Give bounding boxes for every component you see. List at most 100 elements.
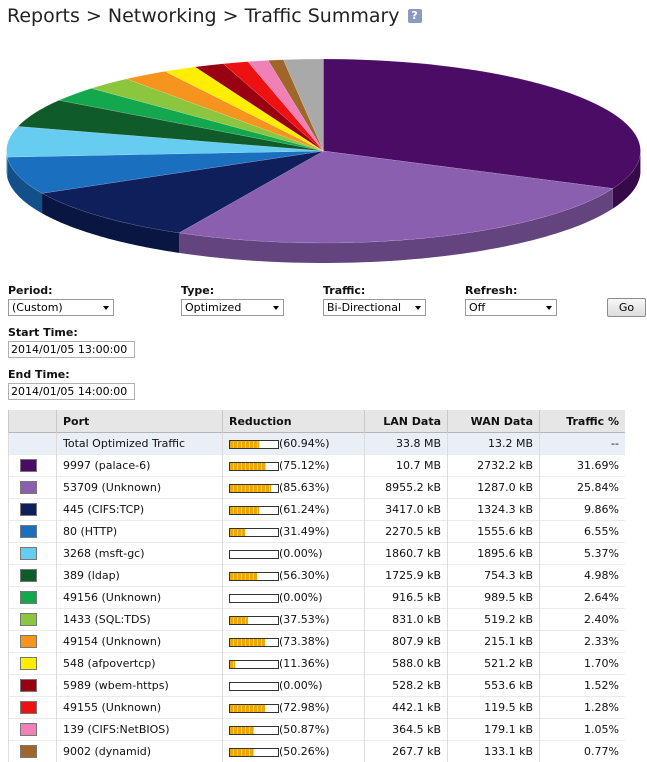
chevron-down-icon	[273, 306, 279, 310]
reduction-bar-fill	[230, 485, 271, 492]
type-label: Type:	[181, 284, 284, 297]
wan-cell: 553.6 kB	[448, 675, 540, 697]
wan-cell: 989.5 kB	[448, 587, 540, 609]
wan-header[interactable]: WAN Data	[448, 410, 540, 433]
wan-cell: 2732.2 kB	[448, 455, 540, 477]
reduction-cell: (56.30%)	[223, 565, 365, 587]
wan-cell: 1555.6 kB	[448, 521, 540, 543]
reduction-bar	[229, 528, 279, 537]
lan-header[interactable]: LAN Data	[365, 410, 448, 433]
type-select[interactable]: Optimized	[181, 299, 284, 316]
traffic-cell: 0.77%	[540, 741, 626, 762]
reduction-bar	[229, 440, 279, 449]
reduction-bar	[229, 726, 279, 735]
port-cell[interactable]: 1433 (SQL:TDS)	[57, 609, 223, 631]
color-swatch	[20, 679, 37, 692]
reduction-cell: (0.00%)	[223, 543, 365, 565]
port-cell[interactable]: 49156 (Unknown)	[57, 587, 223, 609]
port-cell[interactable]: 49154 (Unknown)	[57, 631, 223, 653]
port-cell[interactable]: 5989 (wbem-https)	[57, 675, 223, 697]
reduction-bar-fill	[230, 507, 259, 514]
color-swatch	[20, 613, 37, 626]
lan-cell: 364.5 kB	[365, 719, 448, 741]
port-cell[interactable]: 445 (CIFS:TCP)	[57, 499, 223, 521]
lan-cell: 1860.7 kB	[365, 543, 448, 565]
reduction-cell: (75.12%)	[223, 455, 365, 477]
wan-cell: 1324.3 kB	[448, 499, 540, 521]
lan-cell: 10.7 MB	[365, 455, 448, 477]
traffic-label: Traffic:	[323, 284, 426, 297]
reduction-bar	[229, 572, 279, 581]
lan-cell: 442.1 kB	[365, 697, 448, 719]
traffic-select[interactable]: Bi-Directional	[323, 299, 426, 316]
port-cell[interactable]: 9002 (dynamid)	[57, 741, 223, 762]
lan-cell: 528.2 kB	[365, 675, 448, 697]
color-swatch	[20, 481, 37, 494]
traffic-header[interactable]: Traffic %	[540, 410, 626, 433]
port-cell[interactable]: 3268 (msft-gc)	[57, 543, 223, 565]
chevron-down-icon	[415, 306, 421, 310]
traffic-cell: 2.33%	[540, 631, 626, 653]
total-row: Total Optimized Traffic (60.94%) 33.8 MB…	[9, 433, 626, 455]
go-button[interactable]: Go	[607, 298, 646, 317]
reduction-cell: (37.53%)	[223, 609, 365, 631]
reduction-cell: (61.24%)	[223, 499, 365, 521]
total-wan: 13.2 MB	[448, 433, 540, 455]
period-select[interactable]: (Custom)	[8, 299, 114, 316]
color-swatch	[20, 635, 37, 648]
traffic-cell: 2.64%	[540, 587, 626, 609]
lan-cell: 1725.9 kB	[365, 565, 448, 587]
traffic-cell: 25.84%	[540, 477, 626, 499]
reduction-bar	[229, 660, 279, 669]
port-cell[interactable]: 139 (CIFS:NetBIOS)	[57, 719, 223, 741]
end-time-input[interactable]: 2014/01/05 14:00:00	[8, 383, 135, 400]
reduction-cell: (85.63%)	[223, 477, 365, 499]
end-time-control: End Time: 2014/01/05 14:00:00	[8, 368, 135, 400]
reduction-bar	[229, 748, 279, 757]
chevron-down-icon	[103, 306, 109, 310]
reduction-header[interactable]: Reduction	[223, 410, 365, 433]
reduction-cell: (50.26%)	[223, 741, 365, 762]
help-icon[interactable]: ?	[408, 9, 422, 23]
start-time-label: Start Time:	[8, 326, 135, 339]
period-control: Period: (Custom)	[8, 284, 114, 316]
reduction-cell: (72.98%)	[223, 697, 365, 719]
port-cell[interactable]: 9997 (palace-6)	[57, 455, 223, 477]
refresh-select[interactable]: Off	[465, 299, 557, 316]
total-traffic: --	[540, 433, 626, 455]
wan-cell: 1287.0 kB	[448, 477, 540, 499]
port-header[interactable]: Port	[57, 410, 223, 433]
lan-cell: 588.0 kB	[365, 653, 448, 675]
reduction-bar-fill	[230, 727, 254, 734]
wan-cell: 1895.6 kB	[448, 543, 540, 565]
lan-cell: 3417.0 kB	[365, 499, 448, 521]
reduction-bar-fill	[230, 617, 248, 624]
wan-cell: 521.2 kB	[448, 653, 540, 675]
port-cell[interactable]: 80 (HTTP)	[57, 521, 223, 543]
port-cell[interactable]: 49155 (Unknown)	[57, 697, 223, 719]
lan-cell: 831.0 kB	[365, 609, 448, 631]
reduction-cell: (31.49%)	[223, 521, 365, 543]
traffic-pie-chart	[0, 36, 647, 276]
port-cell[interactable]: 53709 (Unknown)	[57, 477, 223, 499]
port-cell[interactable]: 389 (ldap)	[57, 565, 223, 587]
port-cell[interactable]: 548 (afpovertcp)	[57, 653, 223, 675]
color-swatch	[20, 525, 37, 538]
start-time-input[interactable]: 2014/01/05 13:00:00	[8, 341, 135, 358]
reduction-bar	[229, 484, 279, 493]
type-control: Type: Optimized	[181, 284, 284, 316]
